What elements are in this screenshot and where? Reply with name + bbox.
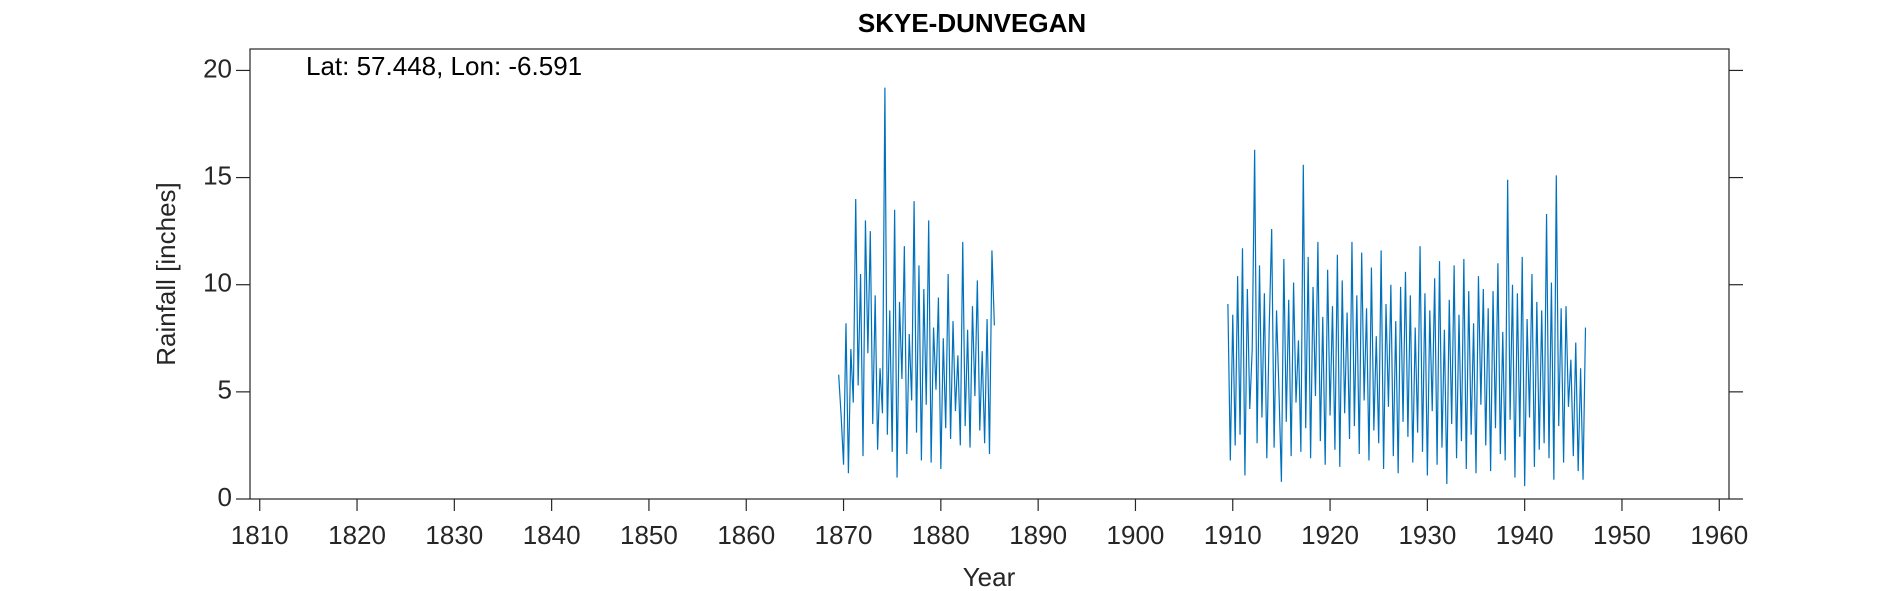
x-tick-label: 1840 <box>523 520 581 550</box>
x-tick-label: 1900 <box>1107 520 1165 550</box>
data-line <box>838 87 1587 487</box>
axes-box <box>249 48 1730 500</box>
x-tick-label: 1810 <box>231 520 289 550</box>
x-tick-label: 1910 <box>1204 520 1262 550</box>
x-tick-label: 1880 <box>912 520 970 550</box>
y-tick-label: 15 <box>203 160 232 190</box>
chart-title: SKYE-DUNVEGAN <box>858 8 1086 38</box>
y-tick-label: 20 <box>203 53 232 83</box>
x-tick-label: 1860 <box>717 520 775 550</box>
x-tick-label: 1960 <box>1690 520 1748 550</box>
x-tick-label: 1820 <box>328 520 386 550</box>
x-tick-label: 1940 <box>1496 520 1554 550</box>
y-tick-label: 10 <box>203 268 232 298</box>
x-tick-label: 1890 <box>1009 520 1067 550</box>
x-tick-label: 1950 <box>1593 520 1651 550</box>
annotation: Lat: 57.448, Lon: -6.591 <box>306 51 582 81</box>
y-tick-label: 0 <box>218 482 232 512</box>
x-axis-label: Year <box>963 562 1016 591</box>
y-tick-label: 5 <box>218 375 232 405</box>
x-tick-label: 1930 <box>1398 520 1456 550</box>
y-axis-label: Rainfall [inches] <box>151 182 181 366</box>
x-tick-label: 1830 <box>425 520 483 550</box>
x-tick-label: 1920 <box>1301 520 1359 550</box>
x-tick-label: 1870 <box>815 520 873 550</box>
x-tick-label: 1850 <box>620 520 678 550</box>
